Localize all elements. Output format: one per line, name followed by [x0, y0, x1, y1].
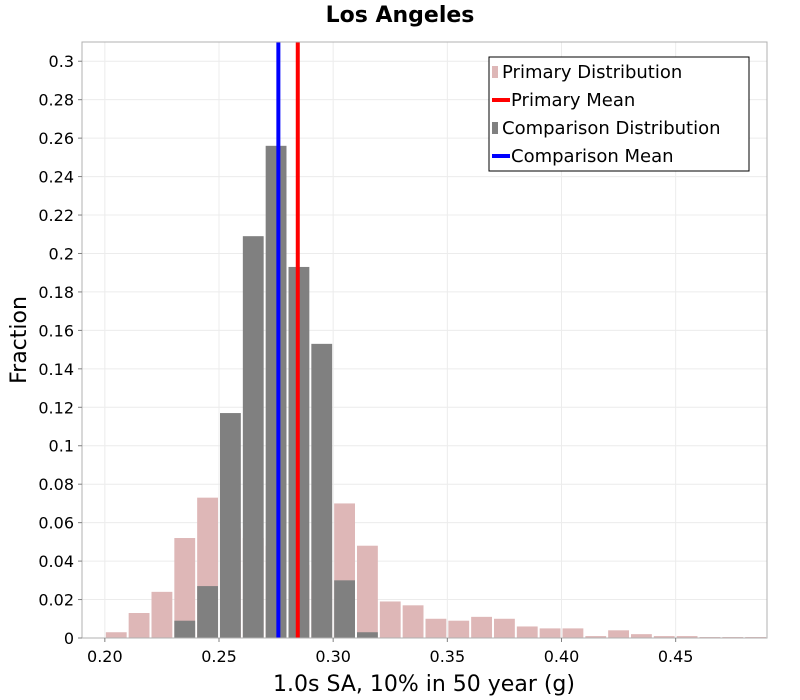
y-tick-label: 0.12: [38, 398, 74, 417]
y-tick-label: 0.1: [49, 437, 74, 456]
legend-label: Primary Mean: [511, 90, 635, 111]
legend: Primary Distribution Primary Mean Comparis…: [488, 56, 750, 172]
x-axis-label: 1.0s SA, 10% in 50 year (g): [273, 672, 575, 697]
legend-box: [488, 56, 750, 172]
y-tick-label: 0.02: [38, 591, 74, 610]
grid: [82, 42, 767, 639]
comparison-bar: [220, 413, 241, 638]
primary-bar: [562, 628, 584, 638]
comparison-bar: [197, 586, 218, 638]
primary-bar: [494, 618, 515, 638]
y-axis-ticks: 0 0.02 0.04 0.06 0.08 0.1 0.12 0.14 0.16 0.18 0.2 0…: [38, 52, 82, 648]
primary-bar: [516, 626, 538, 638]
y-tick-label: 0.26: [38, 129, 74, 148]
x-tick-label: 0.30: [315, 647, 351, 666]
y-tick-label: 0.08: [38, 475, 74, 494]
primary-bar: [151, 591, 173, 638]
primary-bar: [128, 613, 150, 638]
legend-swatch: [492, 66, 498, 78]
x-tick-label: 0.40: [544, 647, 580, 666]
comparison-bar: [357, 632, 378, 638]
legend-label: Comparison Distribution: [502, 118, 721, 139]
comparison-distribution-bars: [174, 145, 378, 639]
legend-label: Primary Distribution: [502, 62, 682, 83]
primary-bar: [357, 545, 378, 638]
primary-bar: [585, 636, 607, 638]
primary-bar: [539, 628, 561, 638]
primary-bar: [425, 618, 447, 638]
comparison-bar: [334, 580, 355, 638]
y-tick-label: 0.3: [49, 52, 74, 71]
comparison-bar: [311, 343, 333, 638]
comparison-bar: [265, 145, 287, 639]
primary-bar: [631, 634, 652, 638]
plot-frame: [81, 41, 768, 639]
primary-bar: [174, 538, 196, 638]
y-tick-label: 0.28: [38, 91, 74, 110]
comparison-bar: [174, 620, 196, 638]
y-axis-label: Fraction: [7, 296, 32, 384]
y-tick-label: 0.22: [38, 206, 74, 225]
primary-bar: [448, 620, 470, 638]
y-tick-label: 0.24: [38, 168, 74, 187]
primary-bar: [653, 636, 675, 638]
x-tick-label: 0.25: [201, 647, 237, 666]
y-tick-label: 0.16: [38, 321, 74, 340]
primary-bar: [676, 636, 698, 638]
y-tick-label: 0.04: [38, 552, 74, 571]
y-tick-label: 0.06: [38, 514, 74, 533]
primary-bar: [402, 605, 424, 638]
y-tick-label: 0.18: [38, 283, 74, 302]
x-tick-label: 0.35: [430, 647, 466, 666]
x-tick-label: 0.20: [87, 647, 123, 666]
y-tick-label: 0.2: [49, 244, 74, 263]
mean-lines: [276, 42, 300, 638]
primary-bar: [471, 616, 492, 638]
y-tick-label: 0.14: [38, 360, 74, 379]
x-axis-ticks: 0.20 0.25 0.30 0.35 0.40 0.45: [87, 638, 693, 666]
primary-bar: [608, 630, 629, 638]
x-tick-label: 0.45: [658, 647, 694, 666]
chart-title: Los Angeles: [326, 3, 475, 28]
legend-label: Comparison Mean: [511, 146, 674, 167]
primary-bar: [379, 601, 401, 638]
y-tick-label: 0: [64, 629, 74, 648]
legend-swatch: [492, 122, 498, 134]
primary-bar: [105, 632, 127, 638]
comparison-bar: [242, 236, 264, 638]
